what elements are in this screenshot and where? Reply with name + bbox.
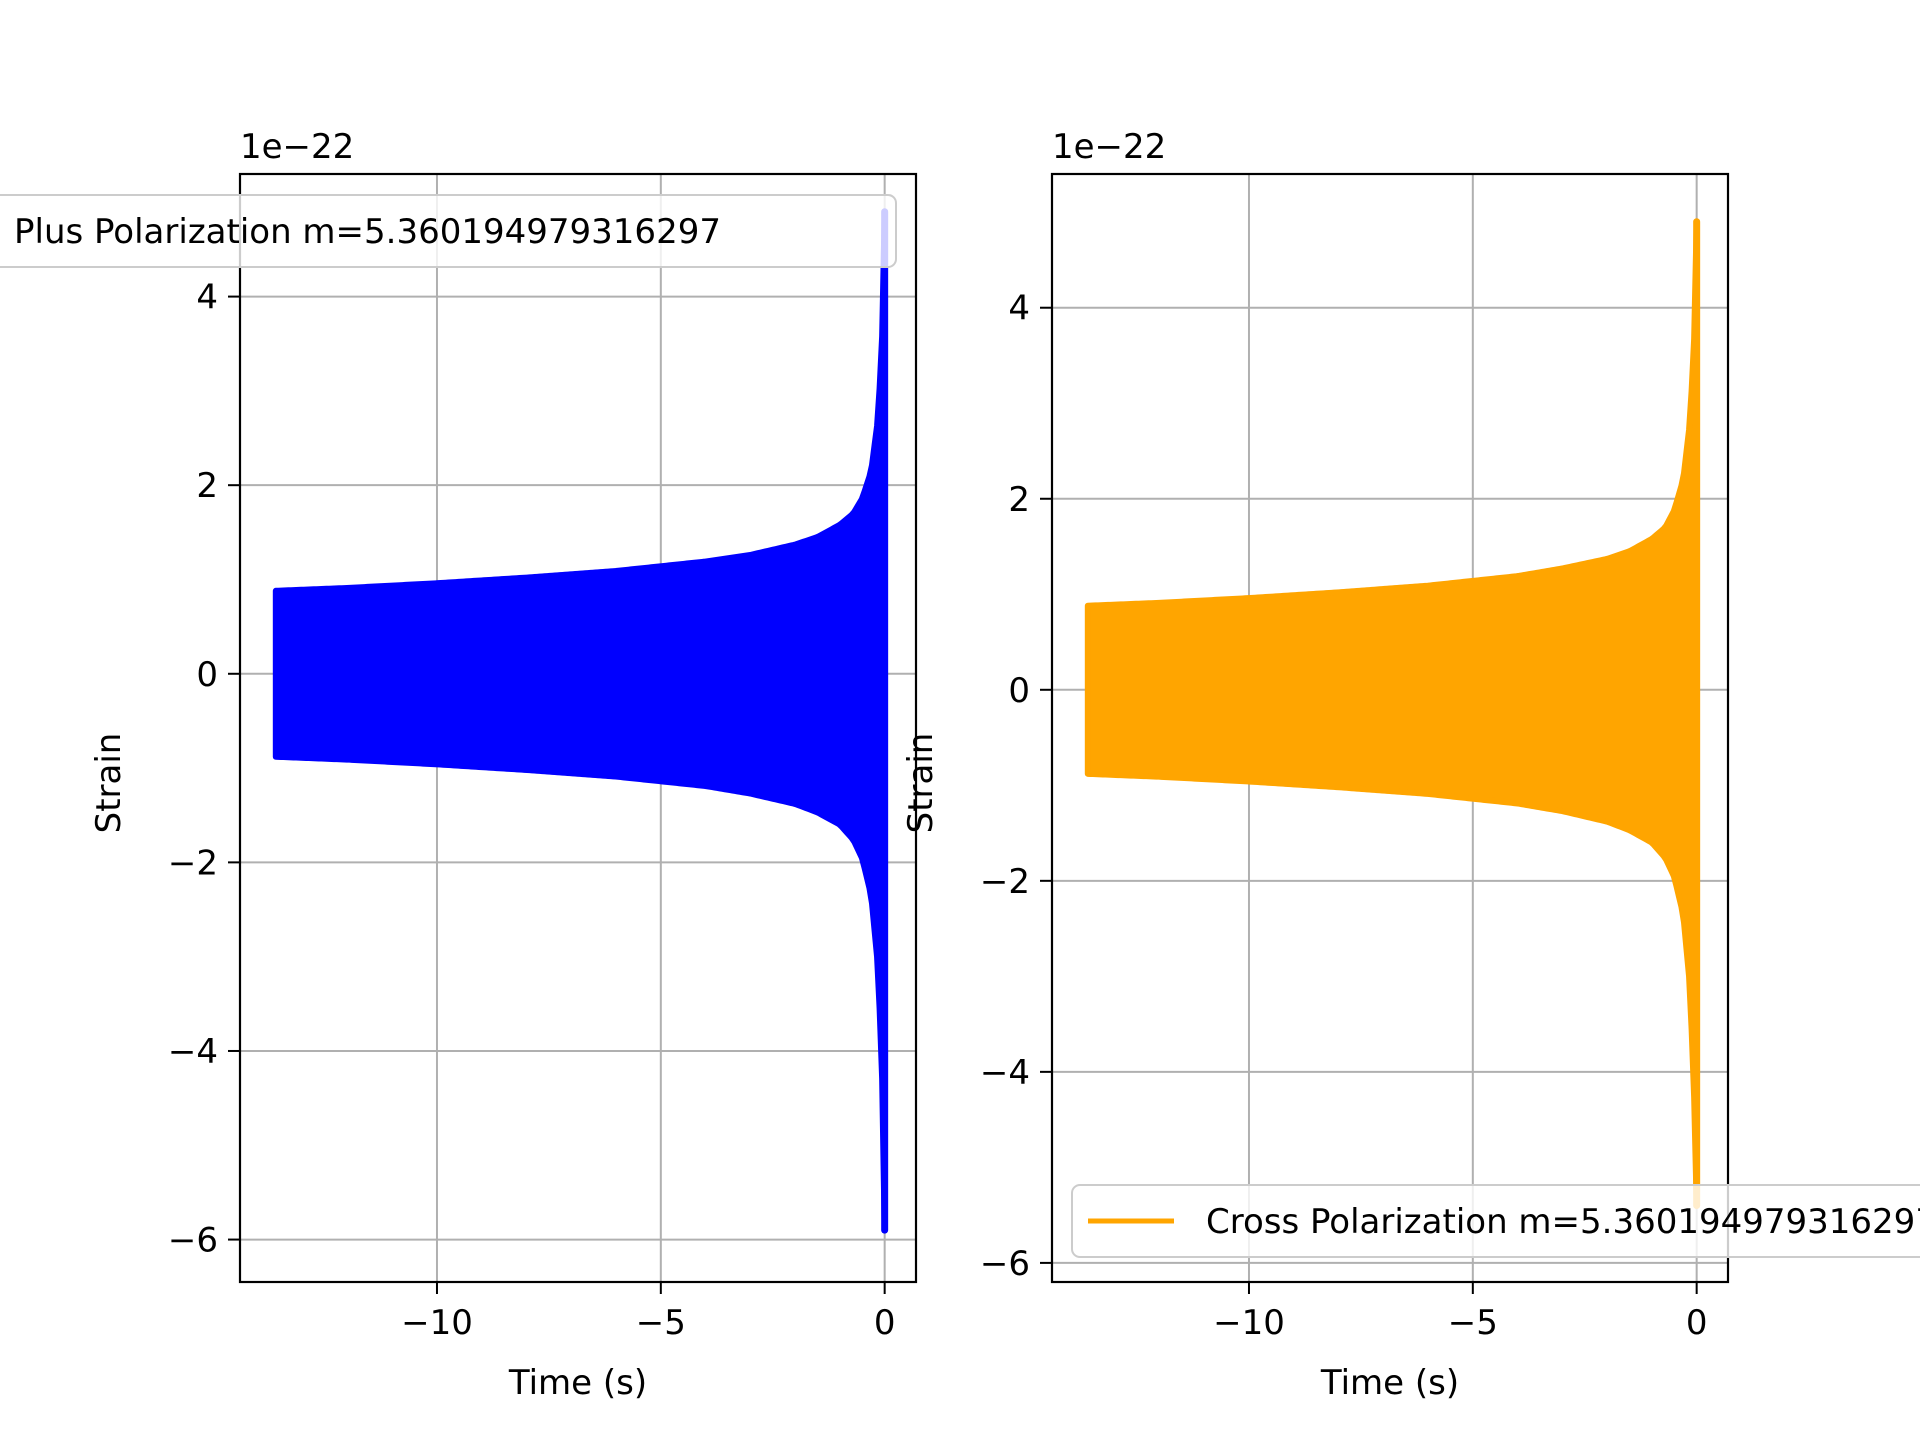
- y-tick-label: 0: [196, 655, 218, 695]
- y-tick-label: −4: [980, 1053, 1030, 1093]
- x-axis-label: Time (s): [508, 1363, 647, 1403]
- y-axis-label: Strain: [901, 733, 941, 834]
- y-tick-label: 0: [1008, 671, 1030, 711]
- y-tick-label: 4: [1008, 289, 1030, 329]
- subplot-1: −10 −5 0 −6 −4 −2 0 2 4 1e−22 Time (s) Strain: [89, 127, 918, 1403]
- legend: Cross Polarization m=5.360194979316297: [1071, 1184, 1920, 1258]
- y-axis-label: Strain: [89, 733, 129, 834]
- axes-frame: [238, 172, 918, 1284]
- x-tick-label: 0: [1686, 1303, 1708, 1343]
- y-tick-label: −2: [168, 843, 218, 883]
- subplot-2: −10 −5 0 −6 −4 −2 0 2 4 1e−22 Time (s) Strain: [901, 127, 1730, 1403]
- legend-entry-label: Cross Polarization m=5.360194979316297: [1206, 1202, 1920, 1242]
- y-tick-label: −2: [980, 862, 1030, 902]
- y-tick-label: −6: [168, 1221, 218, 1261]
- y-offset-text: 1e−22: [1052, 127, 1166, 167]
- legend-box: [0, 194, 897, 268]
- y-tick-label: −4: [168, 1032, 218, 1072]
- legend: Plus Polarization m=5.360194979316297: [0, 194, 897, 268]
- y-tick-label: 2: [1008, 480, 1030, 520]
- x-axis-label: Time (s): [1320, 1363, 1459, 1403]
- x-tick-label: 0: [874, 1303, 896, 1343]
- axes-frame: [1050, 172, 1730, 1284]
- y-tick-label: 2: [196, 466, 218, 506]
- x-tick-label: −10: [1213, 1303, 1285, 1343]
- x-tick-label: −5: [1448, 1303, 1498, 1343]
- legend-box: [1071, 1184, 1920, 1258]
- x-tick-label: −5: [636, 1303, 686, 1343]
- y-tick-label: −6: [980, 1244, 1030, 1284]
- y-offset-text: 1e−22: [240, 127, 354, 167]
- legend-entry-label: Plus Polarization m=5.360194979316297: [14, 212, 721, 252]
- x-tick-label: −10: [401, 1303, 473, 1343]
- y-tick-label: 4: [196, 278, 218, 318]
